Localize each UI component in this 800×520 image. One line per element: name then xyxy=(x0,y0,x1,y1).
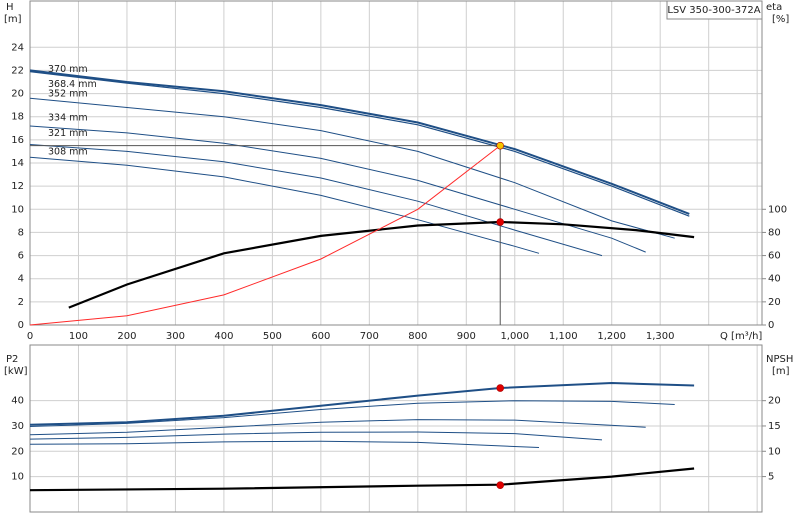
curve-label: 334 mm xyxy=(48,112,88,123)
x-tick-label: 200 xyxy=(117,331,136,342)
curve xyxy=(29,431,603,441)
y2-tick-label: 20 xyxy=(768,396,781,407)
y2-tick-label: 10 xyxy=(768,446,781,457)
y-tick-label: 8 xyxy=(18,227,24,238)
y-tick-label: 0 xyxy=(18,320,24,331)
curve xyxy=(29,144,603,257)
x-tick-label: 900 xyxy=(457,331,476,342)
chart-title: LSV 350-300-372A xyxy=(667,5,760,16)
curve xyxy=(29,419,646,436)
operating-point xyxy=(496,141,505,150)
y-tick-label: 12 xyxy=(11,181,24,192)
operating-point xyxy=(496,481,505,489)
operating-point xyxy=(496,218,505,226)
curve-label: 352 mm xyxy=(48,89,88,100)
y2-tick-label: 100 xyxy=(768,204,787,215)
curve xyxy=(29,156,540,254)
y-tick-label: 4 xyxy=(18,274,24,285)
y2-tick-label: 0 xyxy=(768,320,774,331)
y-axis-unit: [m] xyxy=(4,14,22,25)
y2-tick-label: 5 xyxy=(768,472,774,483)
y-tick-label: 10 xyxy=(11,472,24,483)
x-tick-label: 700 xyxy=(360,331,379,342)
curve xyxy=(29,71,690,217)
y2-tick-label: 40 xyxy=(768,274,781,285)
curve xyxy=(29,125,646,253)
x-tick-label: 1,100 xyxy=(549,331,578,342)
y-tick-label: 24 xyxy=(11,42,24,53)
curve-label: 368.4 mm xyxy=(48,79,97,90)
y2-tick-label: 60 xyxy=(768,251,781,262)
y-tick-label: 6 xyxy=(18,251,24,262)
x-tick-label: 500 xyxy=(263,331,282,342)
y-tick-label: 20 xyxy=(11,89,24,100)
curve xyxy=(68,220,695,309)
x-tick-label: 1,200 xyxy=(597,331,626,342)
y-tick-label: 18 xyxy=(11,112,24,123)
plot-area xyxy=(30,345,762,512)
y-tick-label: 20 xyxy=(11,446,24,457)
curve-label: 321 mm xyxy=(48,128,88,139)
x-tick-label: 1,300 xyxy=(646,331,675,342)
curve-label: 370 mm xyxy=(48,64,88,75)
y2-axis-unit: [%] xyxy=(772,14,789,25)
x-axis-label: Q [m³/h] xyxy=(720,331,762,342)
y-axis-unit: [kW] xyxy=(4,366,28,377)
curve xyxy=(29,467,695,492)
plot-frame xyxy=(29,344,763,513)
y-tick-label: 40 xyxy=(11,396,24,407)
y2-axis-label: NPSH xyxy=(766,354,793,365)
x-tick-label: 0 xyxy=(27,331,33,342)
y2-tick-label: 15 xyxy=(768,421,781,432)
y2-tick-label: 20 xyxy=(768,297,781,308)
curve xyxy=(29,145,501,326)
x-tick-label: 300 xyxy=(166,331,185,342)
x-tick-label: 1,000 xyxy=(500,331,529,342)
y-tick-label: 16 xyxy=(11,135,24,146)
y-axis-label: H xyxy=(6,2,14,13)
x-tick-label: 600 xyxy=(311,331,330,342)
y-tick-label: 22 xyxy=(11,65,24,76)
x-tick-label: 100 xyxy=(69,331,88,342)
curve xyxy=(29,440,540,448)
y-tick-label: 14 xyxy=(11,158,24,169)
y-tick-label: 30 xyxy=(11,421,24,432)
y2-axis-unit: [m] xyxy=(772,366,790,377)
curve xyxy=(29,97,675,239)
title-box xyxy=(666,0,763,20)
curve xyxy=(29,400,675,427)
curve-label: 308 mm xyxy=(48,147,88,158)
x-tick-label: 800 xyxy=(408,331,427,342)
curve xyxy=(29,381,695,426)
y2-tick-label: 80 xyxy=(768,227,781,238)
y-tick-label: 10 xyxy=(11,204,24,215)
x-tick-label: 400 xyxy=(214,331,233,342)
y-axis-label: P2 xyxy=(6,354,18,365)
operating-point xyxy=(496,384,505,392)
curve xyxy=(29,69,690,215)
y2-axis-label: eta xyxy=(766,2,782,13)
plot-frame xyxy=(29,0,763,326)
y-tick-label: 2 xyxy=(18,297,24,308)
